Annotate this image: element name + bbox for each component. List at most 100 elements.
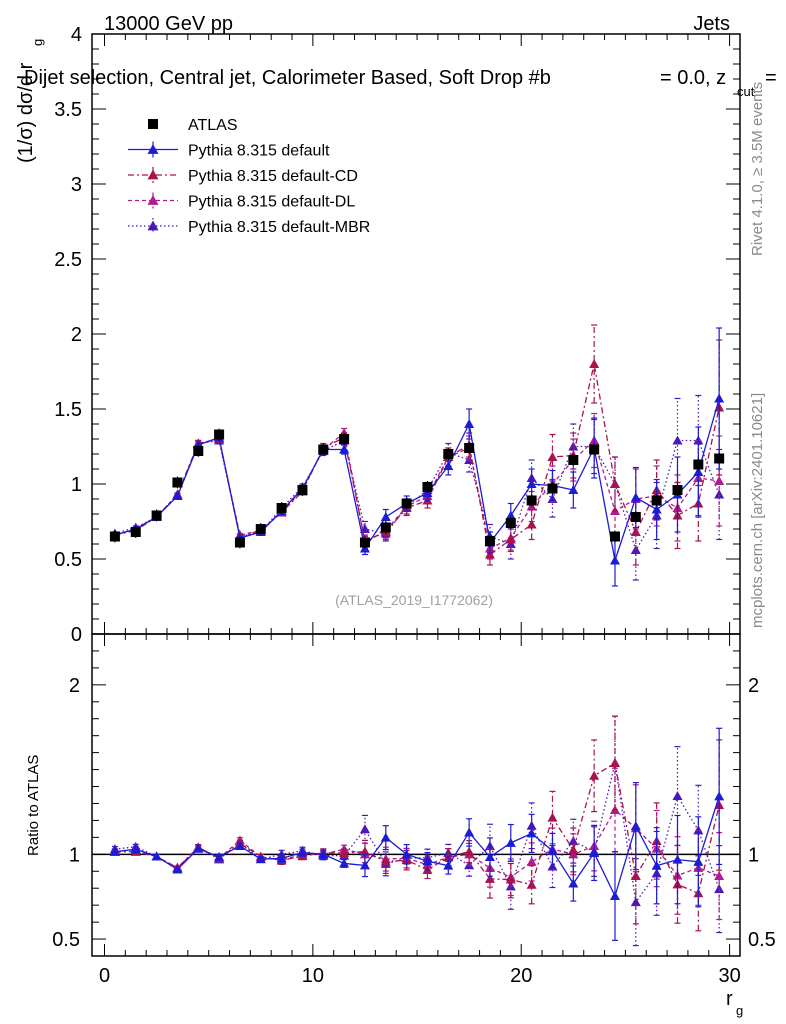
atlas-data-point [672,485,683,495]
ratio-point-triangle [484,873,495,883]
legend-label: Pythia 8.315 default-MBR [188,219,370,236]
atlas-data-point [422,482,433,492]
x-tick-label: 30 [718,965,740,987]
atlas-data-point [505,518,516,528]
y-tick-label-ratio-right: 2 [748,675,759,697]
series-line [114,431,720,550]
series-line [114,398,720,561]
ratio-point-triangle [359,846,370,856]
ratio-point-triangle [505,874,516,884]
legend-marker-triangle [147,169,159,180]
ratio-point-triangle [526,856,537,866]
ratio-point-triangle [547,845,558,855]
y-tick-label-ratio-right: 1 [748,844,759,866]
atlas-data-point [318,444,329,455]
ratio-axis-ticks: 0 10 20 30 0.5 0.5 1 1 2 2 [52,633,776,987]
mcplots-label: mcplots.cern.ch [arXiv:2401.10621] [749,393,766,628]
ratio-point-triangle [651,860,662,870]
main-ylabel: (1/σ) dσ/d r g [15,39,45,163]
y-tick-label-ratio: 0.5 [52,929,80,951]
atlas-data-point [234,537,245,548]
ratio-point-triangle [714,871,725,881]
series-ratio-1 [109,715,725,932]
data-point-triangle [630,492,641,502]
ratio-ylabel: Ratio to ATLAS [25,755,42,856]
ratio-point-triangle [589,770,600,780]
ratio-point-triangle [505,837,516,847]
ratio-point-triangle [151,851,162,861]
atlas-data-point [568,455,579,465]
ratio-point-triangle [693,856,704,866]
atlas-data-point [214,429,225,440]
ratio-point-triangle [297,847,308,857]
atlas-data-point [151,510,162,521]
series-ratio-line [114,762,720,904]
category-label: Jets [693,13,730,35]
ratio-point-triangle [359,860,370,870]
atlas-data-point [380,522,391,533]
series-ratio-0 [109,727,725,941]
x-tick-label: 20 [510,965,532,987]
legend-label: ATLAS [188,117,238,134]
data-point-triangle [505,510,516,520]
y-tick-label-ratio: 2 [69,675,80,697]
y-tick-label-main: 3.5 [54,99,82,121]
ratio-series-layer [109,715,725,947]
series-ratio-line [114,796,720,898]
atlas-data-point [484,536,495,546]
data-point-triangle [526,479,537,488]
main-series-layer [109,324,725,587]
legend-marker-triangle [147,144,159,154]
atlas-data-point [339,434,350,444]
legend-marker-triangle [147,220,159,231]
atlas-data-point [547,483,558,494]
series-line [114,439,720,552]
atlas-data-point [172,477,183,488]
ratio-point-triangle [609,758,620,768]
series-main-0 [109,327,725,587]
atlas-data-point [651,495,662,506]
legend-label: Pythia 8.315 default [188,143,330,160]
data-point-triangle [568,485,579,494]
ratio-point-triangle [359,824,370,834]
legend-label: Pythia 8.315 default-CD [188,168,358,185]
series-main-1 [109,324,725,566]
ratio-point-triangle [568,844,579,854]
ratio-point-triangle [380,856,391,866]
ratio-point-triangle [714,791,725,801]
main-ylabel-subscript: g [30,39,45,46]
data-point-triangle [651,504,662,514]
ratio-point-triangle [172,864,183,874]
data-point-triangle [547,452,558,461]
ratio-point-triangle [630,871,641,881]
x-tick-label: 0 [99,965,110,987]
atlas-data-point [443,449,454,459]
ratio-point-triangle [234,840,245,850]
atlas-data-point [464,443,475,453]
analysis-watermark: (ATLAS_2019_I1772062) [335,592,493,608]
data-point-triangle [609,479,620,488]
ratio-point-triangle [526,879,537,889]
ratio-point-triangle [589,847,600,857]
title-zcut-tail: = [765,67,777,89]
atlas-data-point [693,459,704,470]
y-tick-label-main: 2.5 [54,249,82,271]
ratio-point-triangle [672,791,683,801]
ratio-point-triangle [214,851,225,861]
ratio-point-triangle [318,849,329,859]
x-tick-label: 10 [302,965,324,987]
title-zcut-subscript: cut [737,84,755,99]
legend-label: Pythia 8.315 default-DL [188,194,355,211]
main-axis-ticks: 0 0.5 1 1.5 2 2.5 3 3.5 4 [54,24,740,646]
atlas-data-point [609,531,620,542]
atlas-data-point [276,503,287,513]
atlas-data-point [297,485,308,495]
plot-title: Dijet selection, Central jet, Calorimete… [24,67,777,99]
series-ratio-line [114,808,720,878]
ratio-point-triangle [443,860,454,870]
series-ratio-2 [109,767,725,921]
data-point-triangle [526,519,537,529]
y-tick-label-main: 1 [71,474,82,496]
ratio-point-triangle [109,846,120,856]
ratio-point-triangle [484,852,495,862]
